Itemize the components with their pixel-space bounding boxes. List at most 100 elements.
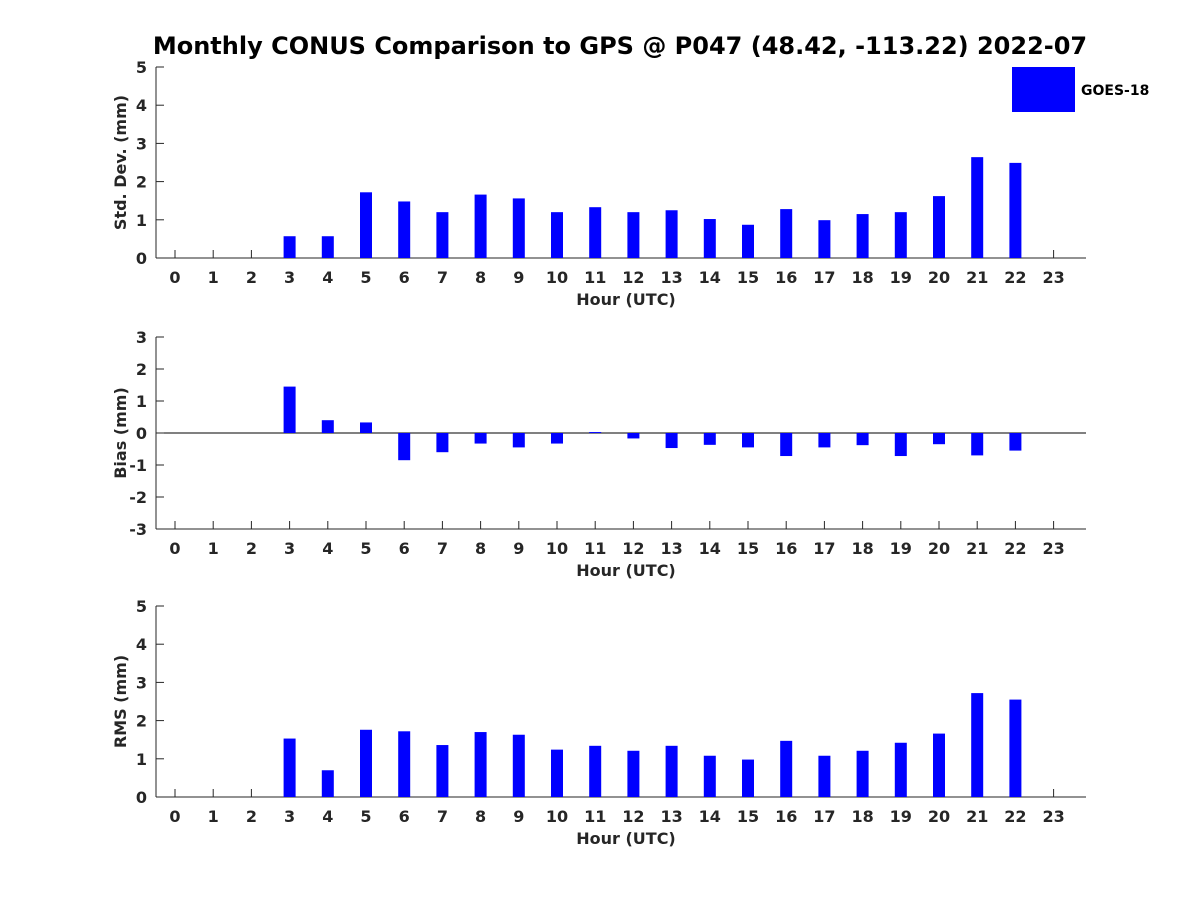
rms-xtick-label: 0 xyxy=(169,807,180,826)
bias-xtick-label: 10 xyxy=(546,539,568,558)
bias-xtick-label: 9 xyxy=(513,539,524,558)
rms-xtick-label: 13 xyxy=(660,807,682,826)
bias-xtick-label: 23 xyxy=(1042,539,1064,558)
std-dev-xtick-label: 8 xyxy=(475,268,486,287)
bias-ytick-label: 3 xyxy=(136,328,147,347)
std-dev-xtick-label: 3 xyxy=(284,268,295,287)
chart-title: Monthly CONUS Comparison to GPS @ P047 (… xyxy=(153,32,1087,60)
std-dev-ytick-label: 3 xyxy=(136,134,147,153)
rms-xtick-label: 3 xyxy=(284,807,295,826)
std-dev-xtick-label: 1 xyxy=(208,268,219,287)
std-dev-bar xyxy=(818,220,831,258)
std-dev-bar xyxy=(360,192,372,258)
bias-ytick-label: -2 xyxy=(129,488,147,507)
std-dev-xtick-label: 14 xyxy=(699,268,721,287)
rms-ytick-label: 4 xyxy=(136,635,147,654)
bias-xtick-label: 8 xyxy=(475,539,486,558)
rms-xtick-label: 19 xyxy=(890,807,912,826)
std-dev-bar xyxy=(512,198,525,258)
bias-bar xyxy=(474,433,487,444)
std-dev-xtick-label: 11 xyxy=(584,268,606,287)
rms-xtick-label: 20 xyxy=(928,807,950,826)
rms-bar xyxy=(589,745,602,797)
rms-bar xyxy=(436,745,449,797)
std-dev-xtick-label: 5 xyxy=(360,268,371,287)
rms-bar xyxy=(933,733,945,797)
std-dev-xtick-label: 19 xyxy=(890,268,912,287)
rms-bar xyxy=(283,738,296,797)
std-dev-bar xyxy=(780,209,793,258)
std-dev-xlabel: Hour (UTC) xyxy=(576,290,676,309)
std-dev-xtick-label: 20 xyxy=(928,268,950,287)
std-dev-bar xyxy=(933,196,945,258)
bias-bar xyxy=(627,433,640,439)
bias-bar xyxy=(551,433,563,444)
rms-bar xyxy=(780,740,793,797)
rms-ytick-label: 5 xyxy=(136,597,147,616)
bias-xtick-label: 11 xyxy=(584,539,606,558)
std-dev-xtick-label: 21 xyxy=(966,268,988,287)
rms-xtick-label: 2 xyxy=(246,807,257,826)
legend: GOES-18 xyxy=(1012,67,1149,112)
std-dev-xtick-label: 2 xyxy=(246,268,257,287)
rms-ylabel: RMS (mm) xyxy=(111,655,130,748)
bias-xtick-label: 5 xyxy=(360,539,371,558)
rms-ytick-label: 0 xyxy=(136,788,147,807)
std-dev-bar xyxy=(321,236,334,258)
rms-bar xyxy=(971,693,984,797)
bias-bar xyxy=(512,433,525,448)
std-dev-xtick-label: 17 xyxy=(813,268,835,287)
bias-bar xyxy=(321,420,334,433)
bias-xtick-label: 20 xyxy=(928,539,950,558)
std-dev-ytick-label: 2 xyxy=(136,173,147,192)
rms-ytick-label: 3 xyxy=(136,673,147,692)
bias-xtick-label: 6 xyxy=(399,539,410,558)
std-dev-xtick-label: 12 xyxy=(622,268,644,287)
rms-xtick-label: 18 xyxy=(851,807,873,826)
rms-bar xyxy=(894,742,907,797)
std-dev-xtick-label: 22 xyxy=(1004,268,1026,287)
bias-xtick-label: 4 xyxy=(322,539,333,558)
bias-bar xyxy=(589,432,602,434)
rms-bar xyxy=(742,759,754,797)
rms-bar xyxy=(818,755,831,797)
bias-xtick-label: 14 xyxy=(699,539,721,558)
std-dev-bar xyxy=(627,212,640,258)
bias-ytick-label: 2 xyxy=(136,360,147,379)
bias-xtick-label: 15 xyxy=(737,539,759,558)
bias-xtick-label: 0 xyxy=(169,539,180,558)
rms-bar xyxy=(627,750,640,797)
rms-xtick-label: 8 xyxy=(475,807,486,826)
bias-bar xyxy=(360,422,372,433)
bias-bar xyxy=(818,433,831,448)
bias-xtick-label: 1 xyxy=(208,539,219,558)
rms-bar xyxy=(360,729,372,797)
rms-xtick-label: 7 xyxy=(437,807,448,826)
std-dev-bar xyxy=(589,207,602,258)
rms-bar xyxy=(398,731,411,797)
std-dev-bar xyxy=(283,236,296,258)
bias-bar xyxy=(1009,433,1022,451)
std-dev-bar xyxy=(665,210,678,258)
rms-bar xyxy=(474,732,487,797)
rms-xtick-label: 17 xyxy=(813,807,835,826)
std-dev-bar xyxy=(436,212,449,258)
bias-xlabel: Hour (UTC) xyxy=(576,561,676,580)
rms-xtick-label: 15 xyxy=(737,807,759,826)
bias-bar xyxy=(894,433,907,457)
std-dev-bar xyxy=(894,212,907,258)
bias-xtick-label: 21 xyxy=(966,539,988,558)
bias-xtick-label: 12 xyxy=(622,539,644,558)
rms-bar xyxy=(703,755,716,797)
std-dev-ylabel: Std. Dev. (mm) xyxy=(111,95,130,230)
bias-bar xyxy=(283,386,296,433)
std-dev-ytick-label: 4 xyxy=(136,96,147,115)
rms-xtick-label: 6 xyxy=(399,807,410,826)
rms-xtick-label: 23 xyxy=(1042,807,1064,826)
rms-bar xyxy=(665,745,678,797)
bias-xtick-label: 16 xyxy=(775,539,797,558)
bias-xtick-label: 18 xyxy=(851,539,873,558)
rms-bar xyxy=(551,749,563,797)
rms-xtick-label: 1 xyxy=(208,807,219,826)
